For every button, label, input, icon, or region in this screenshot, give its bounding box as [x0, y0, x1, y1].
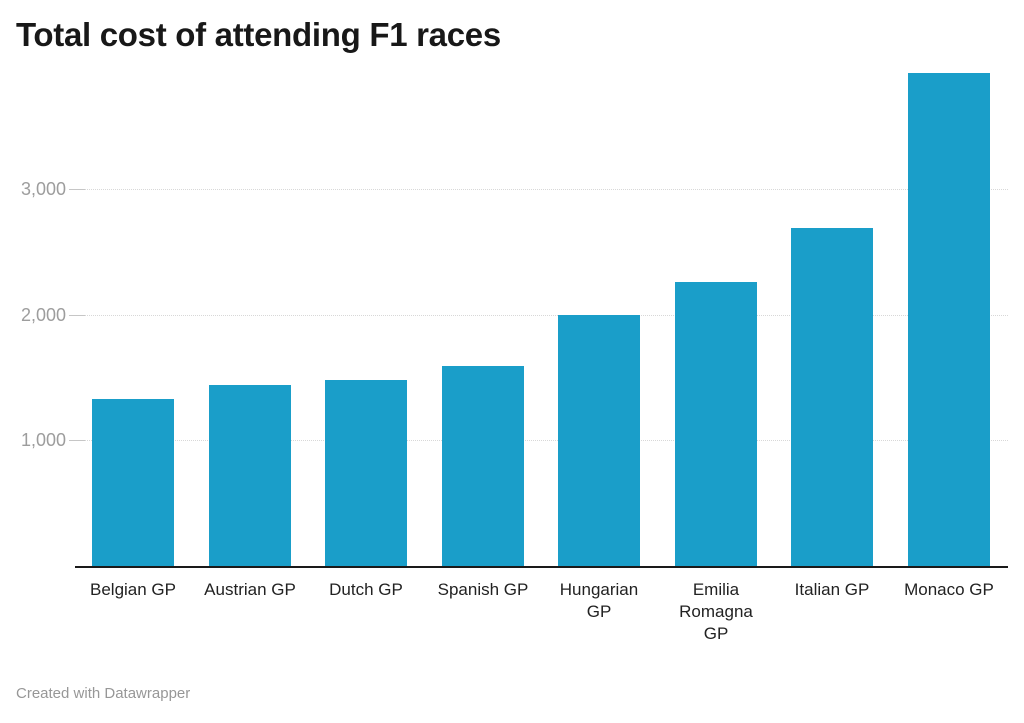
bar-italian-gp — [791, 228, 873, 566]
x-category-label: Hungarian GP — [534, 579, 664, 623]
bar-hungarian-gp — [558, 315, 640, 566]
x-category-label-line: Dutch GP — [329, 580, 403, 599]
x-category-label: Spanish GP — [418, 579, 548, 601]
y-tick-label: 3,000 — [20, 179, 66, 199]
x-category-label-line: Romagna — [679, 602, 753, 621]
x-category-label: Italian GP — [767, 579, 897, 601]
bar-austrian-gp — [209, 385, 291, 566]
x-category-label: Emilia Romagna GP — [651, 579, 781, 645]
bar-emilia-romagna-gp — [675, 282, 757, 566]
y-tick-label: 2,000 — [20, 305, 66, 325]
y-tick-label: 1,000 — [20, 430, 66, 450]
gridline — [69, 315, 1008, 316]
axis-tick — [69, 189, 85, 190]
x-category-label-line: Emilia — [692, 580, 740, 599]
x-category-label-line: Italian GP — [794, 580, 870, 599]
x-category-label-line: Austrian GP — [204, 580, 296, 599]
x-category-label: Belgian GP — [68, 579, 198, 601]
bar-monaco-gp — [908, 73, 990, 566]
bar-spanish-gp — [442, 366, 524, 566]
chart-title: Total cost of attending F1 races — [16, 16, 501, 53]
x-category-label-line: Spanish GP — [437, 580, 529, 599]
x-category-label-line: GP — [703, 624, 729, 643]
axis-tick — [69, 315, 85, 316]
axis-tick — [69, 440, 85, 441]
x-category-label: Austrian GP — [185, 579, 315, 601]
gridline — [69, 440, 1008, 441]
x-category-label-line: Hungarian — [559, 580, 639, 599]
bar-belgian-gp — [92, 399, 174, 566]
x-axis-baseline — [75, 566, 1008, 568]
x-category-label-line: Monaco GP — [904, 580, 994, 599]
x-category-label-line: Belgian GP — [90, 580, 176, 599]
bar-dutch-gp — [325, 380, 407, 566]
x-category-label-line: GP — [586, 602, 612, 621]
attribution-text: Created with Datawrapper — [16, 685, 191, 702]
x-category-label: Dutch GP — [301, 579, 431, 601]
gridline — [69, 189, 1008, 190]
x-category-label: Monaco GP — [884, 579, 1014, 601]
